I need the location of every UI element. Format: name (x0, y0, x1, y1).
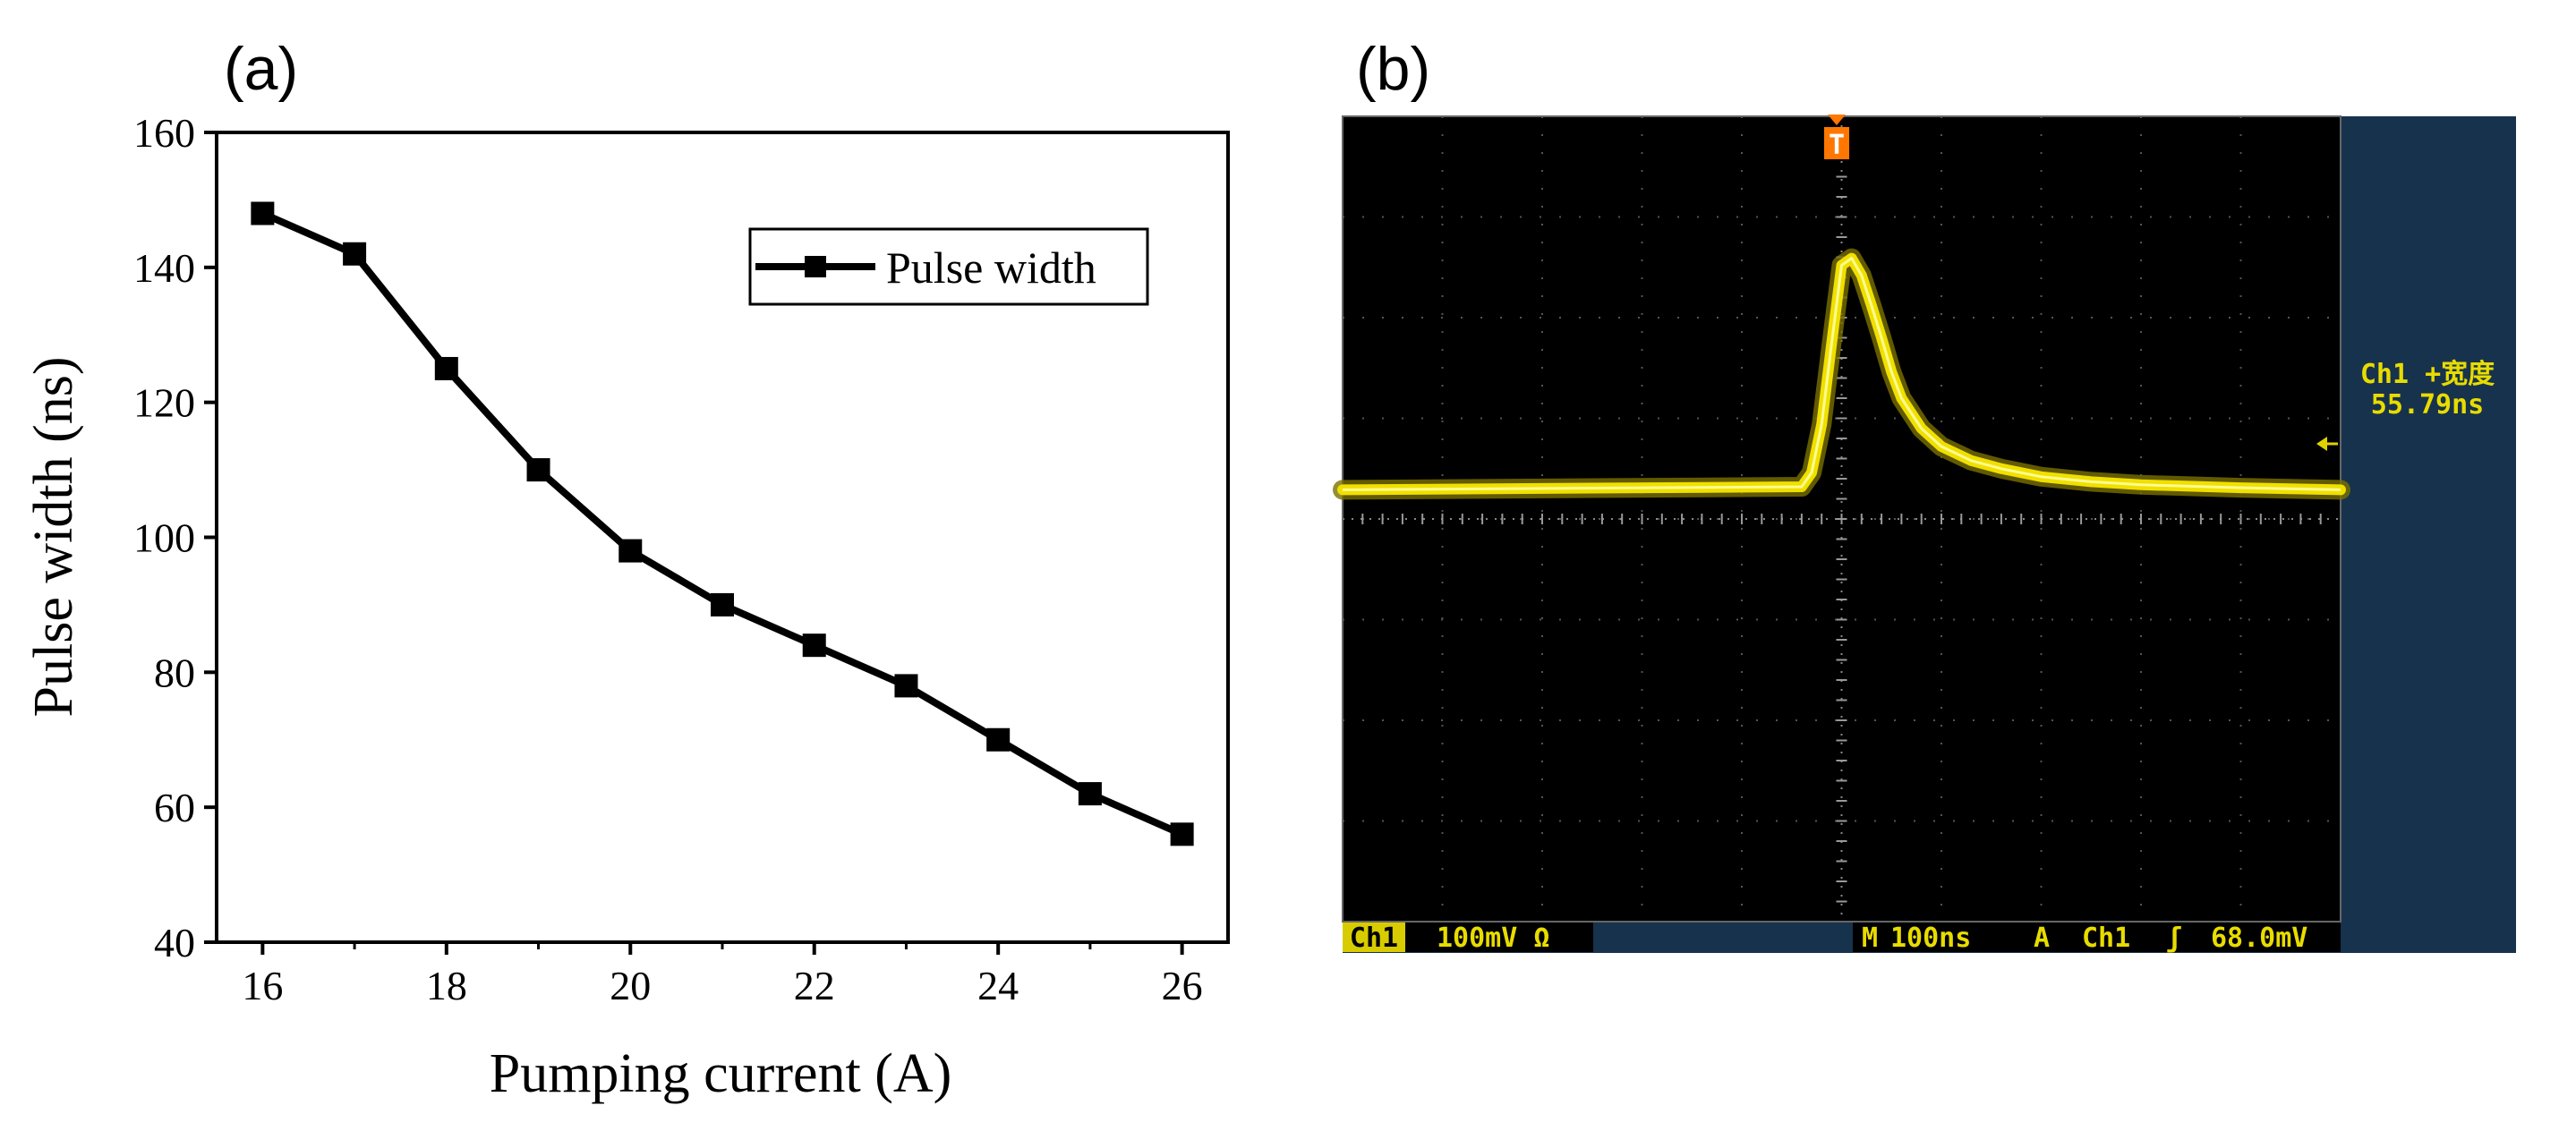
data-point-marker (343, 242, 367, 266)
trigger-marker-label: T (1829, 130, 1845, 161)
data-point-marker (986, 727, 1011, 752)
data-point-marker (802, 634, 826, 658)
status-trigger-level: 68.0mV (2211, 923, 2307, 954)
status-timebase: 100ns (1890, 923, 1971, 954)
status-trigger-slope: ʃ (2166, 923, 2182, 954)
trigger-arrow-icon (1828, 115, 1846, 125)
scope-side-panel (2341, 116, 2516, 953)
y-tick-label: 160 (133, 110, 195, 156)
oscilloscope-screen: T Ch1 +宽度 55.79ns Ch1 100mV Ω M 100ns A … (1333, 115, 2516, 954)
x-tick-label: 18 (426, 963, 467, 1008)
chart-a-legend: Pulse width (748, 227, 1149, 306)
chart-a-markers (251, 201, 1194, 846)
status-trigger-mode: A (2034, 923, 2050, 954)
y-tick-label: 40 (154, 920, 195, 965)
chart-a-y-axis-title: Pulse width (ns) (23, 357, 84, 718)
data-point-marker (1078, 782, 1102, 806)
y-tick-label: 120 (133, 380, 195, 426)
trigger-marker-box (1824, 127, 1849, 159)
scope-status-channel-box (1343, 923, 1405, 952)
data-point-marker (251, 201, 275, 225)
status-timebase-prefix: M (1862, 923, 1878, 954)
chart-a: 40 60 80 100 120 140 160 16 18 20 22 24 26 Pulse wi… (23, 110, 1230, 1104)
data-point-marker (526, 458, 550, 482)
trace-core (1342, 257, 2341, 491)
panel-b-label: (b) (1356, 35, 1430, 103)
scope-status-timebase-box (1853, 923, 2341, 952)
status-channel: Ch1 (1350, 923, 1398, 954)
chart-a-x-axis: 16 18 20 22 24 26 (242, 942, 1203, 1008)
scope-status-scale-box (1405, 923, 1593, 952)
data-point-marker (894, 674, 918, 698)
status-scale: 100mV Ω (1437, 923, 1549, 954)
legend-label: Pulse width (886, 242, 1096, 293)
x-tick-label: 24 (977, 963, 1019, 1008)
scope-measurement-value: 55.79ns (2371, 389, 2484, 421)
data-point-marker (434, 356, 458, 380)
status-trigger-channel: Ch1 (2082, 923, 2130, 954)
x-tick-label: 22 (794, 963, 835, 1008)
data-point-marker (1170, 822, 1194, 846)
y-tick-label: 140 (133, 245, 195, 291)
x-tick-label: 20 (610, 963, 651, 1008)
x-tick-label: 26 (1162, 963, 1203, 1008)
y-tick-label: 100 (133, 515, 195, 561)
data-point-marker (711, 592, 734, 617)
panel-a-label: (a) (224, 35, 298, 103)
chart-a-y-axis: 40 60 80 100 120 140 160 (133, 110, 217, 965)
data-point-marker (618, 539, 643, 563)
x-tick-label: 16 (242, 963, 283, 1008)
y-tick-label: 60 (154, 785, 195, 830)
level-arrow-icon (2316, 437, 2327, 451)
scope-trace (1333, 248, 2350, 500)
legend-marker-swatch (805, 256, 826, 277)
trigger-marker: T (1824, 115, 1849, 161)
scope-measurement-label: Ch1 +宽度 (2360, 359, 2495, 390)
chart-a-x-axis-title: Pumping current (A) (490, 1043, 952, 1104)
y-tick-label: 80 (154, 650, 195, 695)
